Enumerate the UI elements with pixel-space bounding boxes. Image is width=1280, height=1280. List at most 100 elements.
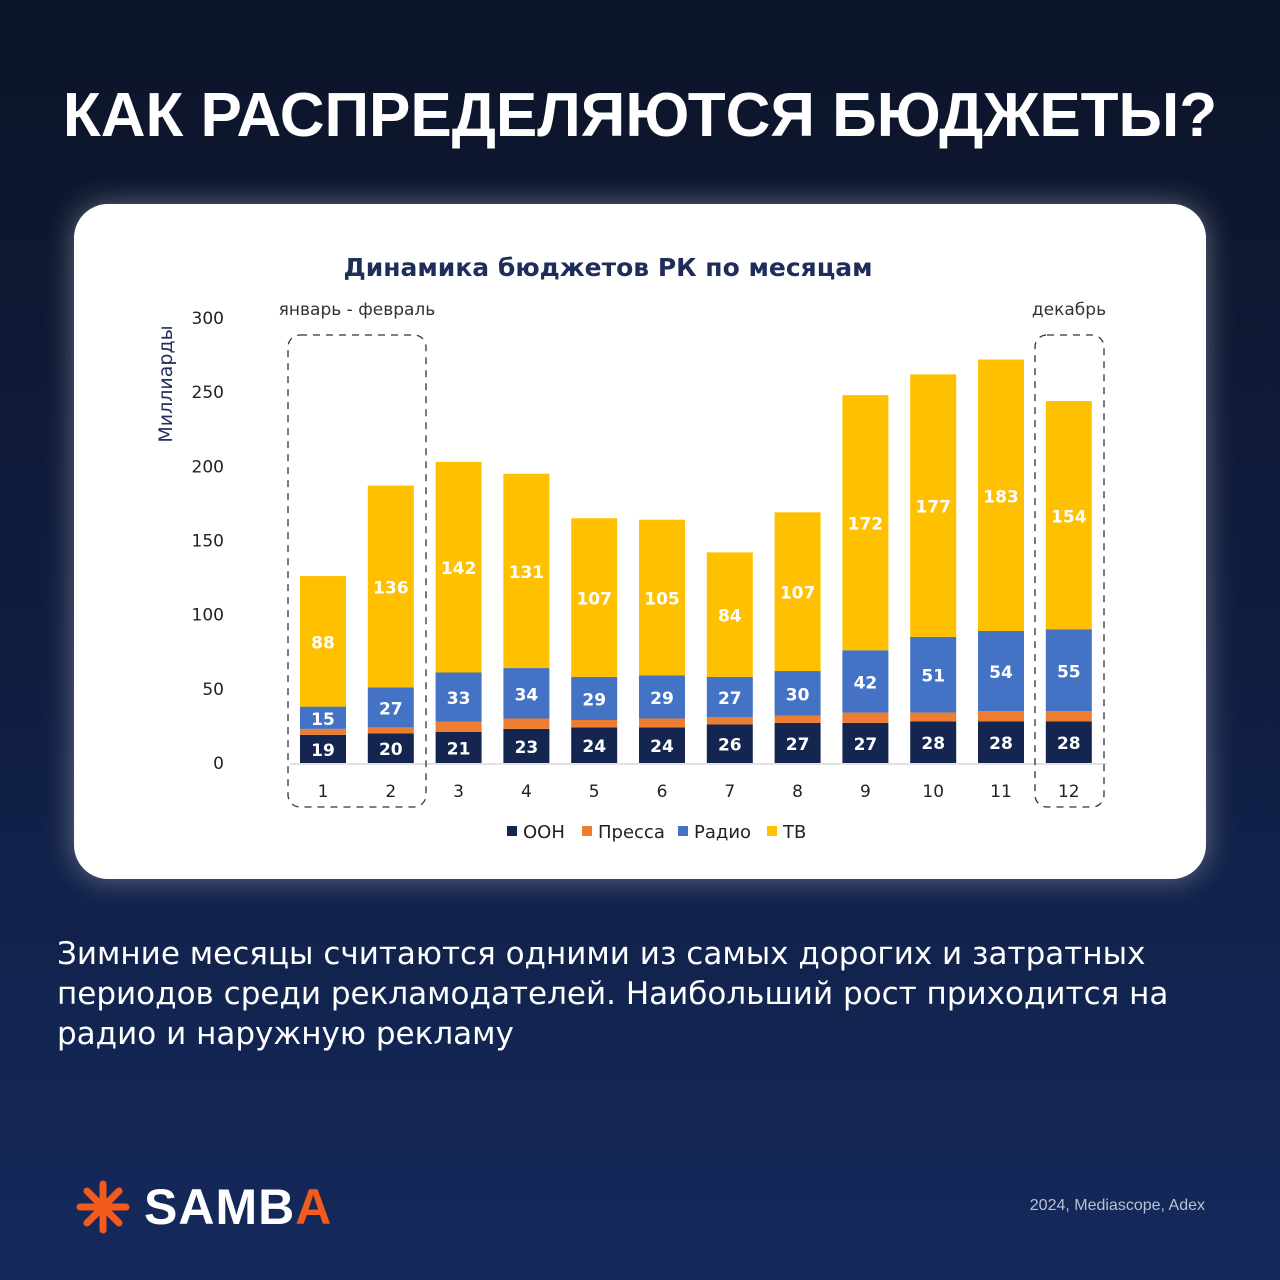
data-label: 42 [854,673,878,693]
x-tick-label: 5 [589,782,600,802]
x-tick-label: 1 [318,782,329,802]
bar-segment-ООН [910,721,957,763]
data-label: 23 [515,738,539,758]
data-label: 34 [515,685,539,705]
bar-segment-Пресса [706,717,753,725]
x-tick-label: 8 [792,782,803,802]
bar-segment-Пресса [503,718,550,729]
x-tick-label: 9 [860,782,871,802]
bar-segment-ТВ [300,576,346,707]
data-label: 30 [786,685,810,705]
x-tick-label: 2 [385,782,396,802]
y-tick-label: 100 [192,606,224,626]
annotation-label: январь - февраль [279,300,436,320]
page-title: КАК РАСПРЕДЕЛЯЮТСЯ БЮДЖЕТЫ? [62,81,1218,150]
data-label: 54 [989,663,1013,683]
data-label: 154 [1051,507,1087,527]
bar-segment-Радио [978,630,1024,712]
bar-segment-Радио [503,668,550,719]
bar-segment-Радио [706,676,753,718]
bar-segment-Пресса [1045,711,1092,722]
bar-segment-ТВ [367,485,414,688]
data-label: 26 [718,736,742,756]
bar-segment-ООН [367,733,414,763]
bar-segment-ТВ [706,552,753,677]
bar-segment-ТВ [435,461,482,673]
bar-segment-Пресса [367,727,414,734]
bar-segment-Пресса [435,721,482,732]
asterisk-icon [76,1180,130,1234]
source-note: 2024, Mediascope, Adex [1029,1197,1205,1214]
bar-segment-Радио [910,636,957,713]
data-label: 51 [921,667,945,687]
data-label: 15 [311,710,335,730]
legend-label: Радио [694,822,751,843]
logo-text: SAMBA [144,1178,332,1236]
data-label: 27 [786,735,810,755]
data-label: 142 [441,559,477,579]
bar-segment-ООН [503,728,550,763]
data-label: 29 [582,690,606,710]
data-label: 21 [447,739,471,759]
bar-segment-ТВ [842,395,889,651]
bar-segment-Радио [367,687,414,728]
bar-segment-ООН [435,731,482,763]
bar-segment-ТВ [639,519,685,676]
data-label: 19 [311,741,335,761]
bar-segment-ООН [571,727,618,763]
bar-segment-ТВ [1045,401,1092,630]
bar-segment-Пресса [639,718,685,728]
data-label: 131 [509,563,545,583]
bar-segment-Радио [571,676,618,720]
bar-segment-ТВ [774,512,821,672]
data-label: 136 [373,578,409,598]
samba-logo: SAMBA [76,1178,332,1236]
y-tick-label: 300 [192,309,224,329]
legend-swatch [678,826,688,836]
bar-segment-Радио [300,706,346,729]
data-label: 107 [780,584,816,604]
data-label: 55 [1057,662,1081,682]
data-label: 20 [379,740,403,760]
bar-segment-Пресса [571,719,618,728]
highlight-box-dec [1034,334,1105,808]
annotation-label: декабрь [1032,300,1106,320]
bar-segment-Радио [435,672,482,722]
x-tick-label: 3 [453,782,464,802]
data-label: 183 [983,487,1019,507]
data-label: 88 [311,633,335,653]
x-tick-label: 6 [657,782,668,802]
data-label: 33 [447,689,471,709]
data-label: 84 [718,607,742,627]
x-tick-label: 11 [990,782,1012,802]
x-tick-label: 7 [724,782,735,802]
data-label: 105 [644,590,680,610]
bar-segment-ООН [774,722,821,763]
data-label: 177 [915,498,951,518]
bar-segment-ТВ [503,473,550,669]
data-label: 24 [582,737,606,757]
bar-segment-Пресса [300,728,346,735]
data-label: 27 [854,735,878,755]
legend-swatch [582,826,592,836]
legend-swatch [767,826,777,836]
data-label: 27 [718,689,742,709]
data-label: 27 [379,699,403,719]
bar-segment-Пресса [910,712,957,722]
data-label: 24 [650,737,674,757]
bar-segment-ООН [842,722,889,763]
data-label: 28 [989,734,1013,754]
y-tick-label: 50 [202,680,224,700]
bar-segment-Радио [639,675,685,719]
logo-main: SAMB [144,1179,296,1235]
bar-segment-Пресса [842,712,889,723]
chart-title: Динамика бюджетов РК по месяцам [343,253,872,282]
y-tick-label: 250 [192,383,224,403]
bar-segment-Радио [1045,629,1092,712]
bar-segment-Пресса [978,711,1024,722]
y-axis-label: Миллиарды [155,325,177,442]
x-tick-label: 12 [1058,782,1080,802]
bar-segment-Радио [842,650,889,713]
bar-segment-ООН [706,724,753,763]
legend-swatch [507,826,517,836]
